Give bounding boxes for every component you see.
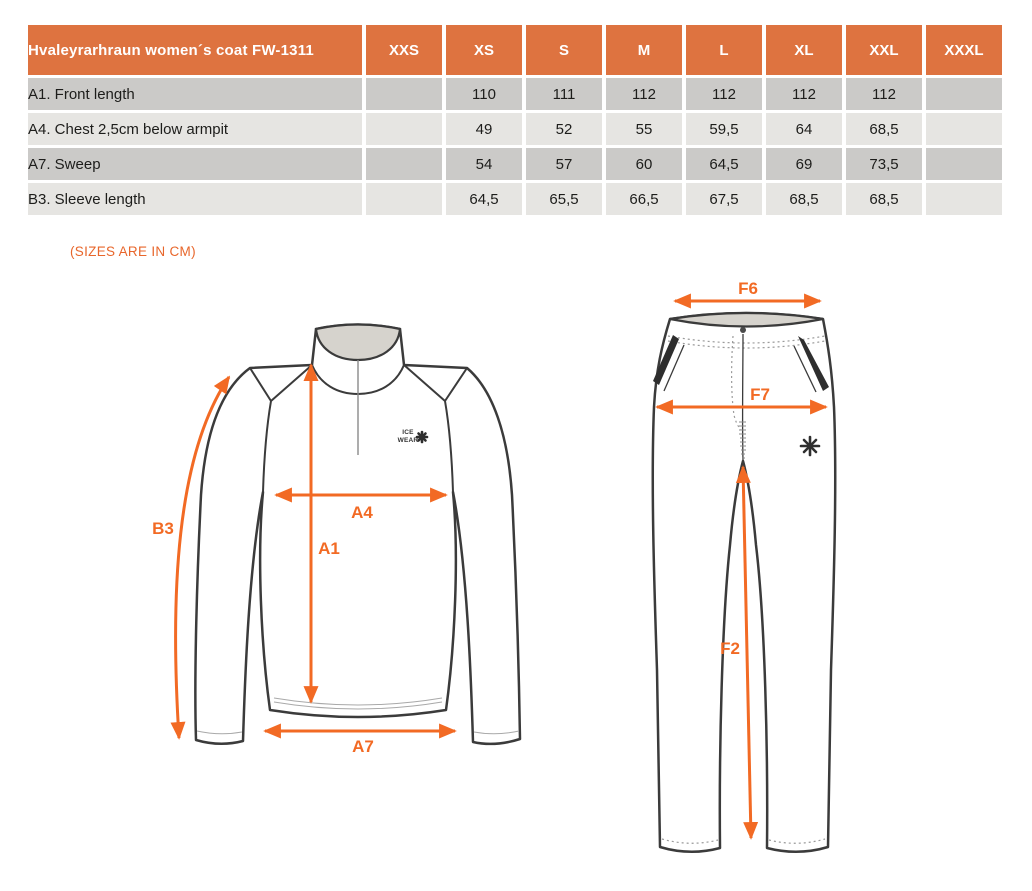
size-cell: 57 bbox=[526, 148, 602, 180]
pants-pocket-seam-right bbox=[793, 345, 817, 393]
label-b3: B3 bbox=[152, 519, 174, 538]
size-cell: 68,5 bbox=[846, 183, 922, 215]
table-row: A1. Front length 110 111 112 112 112 112 bbox=[28, 78, 1002, 110]
size-col-header-xs: XS bbox=[446, 25, 522, 75]
size-cell: 112 bbox=[846, 78, 922, 110]
size-cell bbox=[926, 78, 1002, 110]
size-cell: 64,5 bbox=[446, 183, 522, 215]
coat-hem-stitch bbox=[273, 697, 443, 710]
label-a1: A1 bbox=[318, 539, 340, 558]
label-f2: F2 bbox=[720, 639, 740, 658]
label-f7: F7 bbox=[750, 385, 770, 404]
size-col-header-s: S bbox=[526, 25, 602, 75]
label-a7: A7 bbox=[352, 737, 374, 756]
size-col-header-m: M bbox=[606, 25, 682, 75]
size-col-header-l: L bbox=[686, 25, 762, 75]
snowflake-icon bbox=[799, 435, 821, 457]
size-cell: 64,5 bbox=[686, 148, 762, 180]
size-cell: 112 bbox=[686, 78, 762, 110]
size-cell bbox=[366, 78, 442, 110]
coat-shoulder-seams-right bbox=[403, 364, 468, 493]
row-label: B3. Sleeve length bbox=[28, 183, 362, 215]
size-cell bbox=[366, 148, 442, 180]
pants-waistband-inner bbox=[669, 311, 824, 328]
size-cell: 60 bbox=[606, 148, 682, 180]
product-title: Hvaleyrarhraun women´s coat FW-1311 bbox=[28, 25, 362, 75]
size-col-header-xxl: XXL bbox=[846, 25, 922, 75]
size-cell: 55 bbox=[606, 113, 682, 145]
size-cell: 112 bbox=[606, 78, 682, 110]
snowflake-icon bbox=[415, 430, 429, 444]
size-cell bbox=[926, 113, 1002, 145]
size-cell: 111 bbox=[526, 78, 602, 110]
table-row: A7. Sweep 54 57 60 64,5 69 73,5 bbox=[28, 148, 1002, 180]
pants-pocket-seam-left bbox=[663, 344, 685, 392]
size-cell: 65,5 bbox=[526, 183, 602, 215]
size-cell: 112 bbox=[766, 78, 842, 110]
size-cell: 68,5 bbox=[766, 183, 842, 215]
size-cell: 68,5 bbox=[846, 113, 922, 145]
pants-pocket-trim-right bbox=[798, 336, 829, 391]
pants-pocket-trim-left bbox=[653, 335, 679, 385]
label-a4: A4 bbox=[351, 503, 373, 522]
size-cell bbox=[366, 113, 442, 145]
pants-hem-stitch bbox=[661, 838, 826, 844]
table-header-row: Hvaleyrarhraun women´s coat FW-1311 XXS … bbox=[28, 25, 1002, 75]
size-cell: 66,5 bbox=[606, 183, 682, 215]
size-table: Hvaleyrarhraun women´s coat FW-1311 XXS … bbox=[24, 22, 1006, 218]
size-cell: 73,5 bbox=[846, 148, 922, 180]
table-row: A4. Chest 2,5cm below armpit 49 52 55 59… bbox=[28, 113, 1002, 145]
size-cell bbox=[926, 183, 1002, 215]
size-cell bbox=[366, 183, 442, 215]
row-label: A7. Sweep bbox=[28, 148, 362, 180]
logo-text-ice: ICE bbox=[402, 429, 414, 436]
pants-front-diagram: F6 F7 F2 bbox=[651, 279, 837, 853]
arrow-f2-inseam bbox=[735, 465, 759, 840]
row-label: A1. Front length bbox=[28, 78, 362, 110]
icewear-logo: ICE WEAR bbox=[398, 429, 429, 444]
table-row: B3. Sleeve length 64,5 65,5 66,5 67,5 68… bbox=[28, 183, 1002, 215]
size-cell: 59,5 bbox=[686, 113, 762, 145]
row-label: A4. Chest 2,5cm below armpit bbox=[28, 113, 362, 145]
size-col-header-xxxl: XXXL bbox=[926, 25, 1002, 75]
size-cell: 49 bbox=[446, 113, 522, 145]
size-cell: 110 bbox=[446, 78, 522, 110]
arrow-b3-sleeve bbox=[170, 375, 231, 740]
coat-collar-inner bbox=[314, 323, 402, 362]
size-cell: 69 bbox=[766, 148, 842, 180]
size-cell: 54 bbox=[446, 148, 522, 180]
logo-text-wear: WEAR bbox=[398, 437, 419, 444]
size-cell bbox=[926, 148, 1002, 180]
pants-button bbox=[740, 327, 746, 333]
pants-crotch-hatch bbox=[739, 421, 746, 459]
label-f6: F6 bbox=[738, 279, 758, 298]
size-col-header-xxs: XXS bbox=[366, 25, 442, 75]
pants-fly-stitch bbox=[731, 335, 742, 431]
size-cell: 67,5 bbox=[686, 183, 762, 215]
size-cell: 64 bbox=[766, 113, 842, 145]
size-col-header-xl: XL bbox=[766, 25, 842, 75]
coat-front-diagram: ICE WEAR B3 A4 A1 A7 bbox=[152, 323, 522, 756]
sizes-note: (SIZES ARE IN CM) bbox=[70, 244, 196, 259]
size-cell: 52 bbox=[526, 113, 602, 145]
